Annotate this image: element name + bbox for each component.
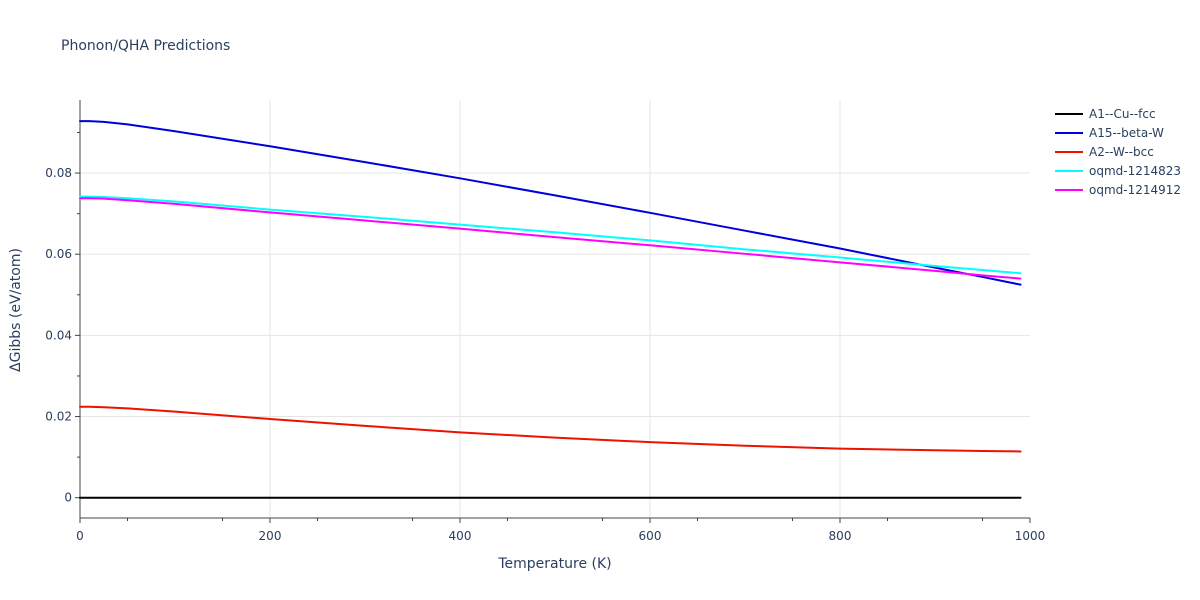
series-line-a2-w-bcc[interactable] [79,405,1022,453]
legend-label: oqmd-1214912 [1089,183,1181,197]
legend-item[interactable]: oqmd-1214823 [1055,164,1181,178]
series-line-oqmd-1214912[interactable] [79,197,1022,280]
chart-title: Phonon/QHA Predictions [61,38,230,54]
y-tick-label: 0.08 [45,166,72,180]
x-tick-label: 1000 [1015,529,1046,543]
y-axis-title: ΔGibbs (eV/atom) [8,248,24,372]
x-tick-label: 0 [76,529,84,543]
x-tick-label: 400 [449,529,472,543]
legend-item[interactable]: A15--beta-W [1055,126,1164,140]
legend-item[interactable]: A1--Cu--fcc [1055,107,1156,121]
series-line-a15-beta-w[interactable] [79,120,1022,286]
x-tick-label: 800 [829,529,852,543]
legend-label: A15--beta-W [1089,126,1164,140]
legend-item[interactable]: A2--W--bcc [1055,145,1154,159]
legend-label: A1--Cu--fcc [1089,107,1156,121]
legend-item[interactable]: oqmd-1214912 [1055,183,1181,197]
grid [80,100,1030,518]
legend[interactable]: A1--Cu--fcc A15--beta-W A2--W--bcc oqmd-121… [1055,107,1181,197]
x-axis-title: Temperature (K) [497,556,611,572]
x-tick-label: 600 [639,529,662,543]
legend-label: oqmd-1214823 [1089,164,1181,178]
y-tick-label: 0.02 [45,410,72,424]
y-tick-label: 0 [64,491,72,505]
y-tick-label: 0.06 [45,247,72,261]
axes: 0 200 400 600 800 1000 0 0.02 0.04 0.06 0.08 [45,100,1045,543]
y-tick-label: 0.04 [45,328,72,342]
plot-area [79,120,1022,499]
legend-label: A2--W--bcc [1089,145,1154,159]
x-tick-label: 200 [259,529,282,543]
series-line-oqmd-1214823[interactable] [79,195,1022,275]
